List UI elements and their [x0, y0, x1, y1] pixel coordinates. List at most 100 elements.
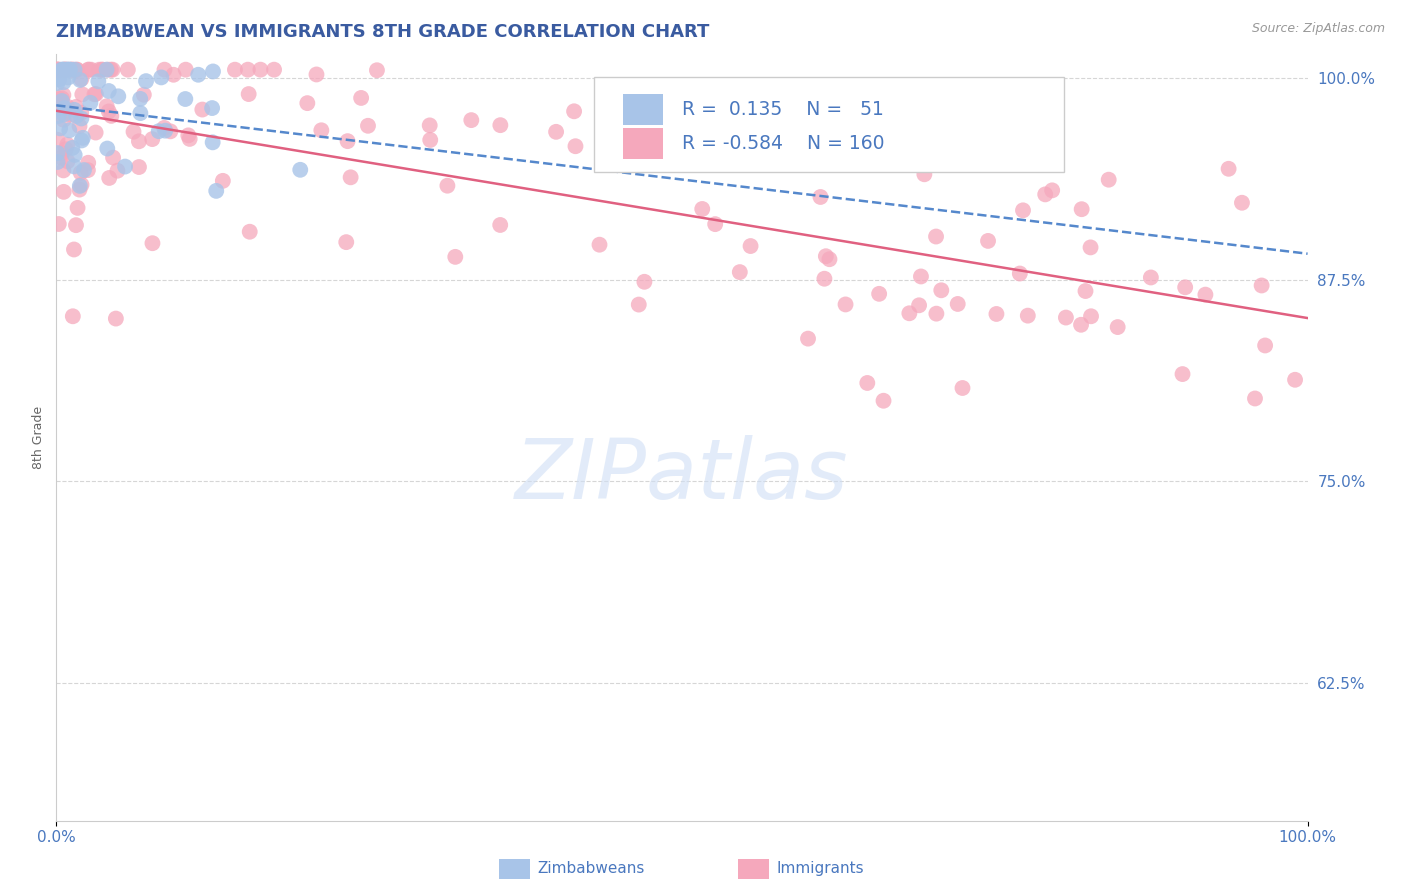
Point	[48, 217, 70, 231]
Point	[97, 84, 120, 98]
Point	[679, 91, 702, 105]
Point	[79, 95, 101, 110]
Point	[986, 307, 1008, 321]
Point	[65, 62, 87, 77]
Point	[48, 109, 70, 123]
Point	[87, 74, 110, 88]
Point	[52, 112, 75, 127]
Point	[97, 104, 120, 119]
Point	[910, 269, 932, 284]
Point	[1080, 240, 1102, 254]
Y-axis label: 8th Grade: 8th Grade	[32, 406, 45, 468]
Point	[546, 125, 568, 139]
Point	[107, 89, 129, 103]
Point	[101, 62, 124, 77]
Point	[63, 103, 86, 117]
Point	[66, 201, 89, 215]
Point	[162, 68, 184, 82]
Point	[366, 63, 388, 78]
Point	[997, 87, 1019, 102]
Point	[211, 174, 233, 188]
Point	[63, 148, 86, 162]
Point	[52, 62, 75, 77]
Point	[1008, 267, 1031, 281]
Point	[65, 109, 87, 123]
Point	[65, 100, 87, 114]
Point	[1218, 161, 1240, 176]
Point	[49, 121, 72, 136]
Point	[562, 104, 585, 119]
Point	[80, 62, 103, 77]
Point	[419, 133, 441, 147]
Point	[69, 183, 91, 197]
Point	[77, 62, 100, 77]
Point	[153, 120, 176, 135]
Point	[72, 131, 94, 145]
Point	[100, 109, 122, 123]
Point	[564, 139, 586, 153]
Point	[1074, 284, 1097, 298]
Point	[912, 167, 935, 181]
Point	[692, 144, 714, 158]
Point	[129, 92, 152, 106]
Point	[114, 160, 136, 174]
Point	[640, 109, 662, 123]
Point	[728, 265, 751, 279]
Point	[84, 126, 107, 140]
Point	[179, 132, 201, 146]
Point	[290, 162, 312, 177]
Point	[1040, 183, 1063, 197]
Point	[52, 75, 75, 89]
Point	[141, 132, 163, 146]
Bar	[623, 128, 664, 159]
Point	[70, 178, 93, 192]
Text: Zimbabweans: Zimbabweans	[537, 862, 644, 876]
Point	[77, 62, 100, 77]
Point	[52, 62, 75, 77]
Point	[813, 271, 835, 285]
Point	[460, 113, 482, 128]
Point	[51, 146, 73, 161]
Point	[46, 133, 69, 147]
Point	[48, 92, 70, 106]
Point	[56, 154, 79, 169]
Point	[60, 62, 83, 77]
Point	[588, 237, 610, 252]
Point	[69, 166, 91, 180]
Point	[201, 136, 224, 150]
Point	[925, 229, 948, 244]
Point	[58, 70, 80, 85]
Point	[101, 151, 124, 165]
Point	[489, 118, 512, 132]
Point	[51, 62, 73, 77]
Point	[1194, 287, 1216, 301]
Point	[46, 76, 69, 90]
Point	[174, 92, 197, 106]
Point	[46, 155, 69, 169]
Point	[66, 62, 89, 77]
Point	[128, 134, 150, 148]
Point	[48, 72, 70, 87]
Point	[53, 62, 76, 77]
Point	[1017, 309, 1039, 323]
Text: ZIPatlas: ZIPatlas	[515, 435, 849, 516]
Point	[62, 310, 84, 324]
Point	[141, 236, 163, 251]
Point	[60, 141, 83, 155]
Point	[834, 297, 856, 311]
Point	[1054, 310, 1077, 325]
Point	[63, 243, 86, 257]
Point	[60, 108, 83, 122]
Point	[77, 155, 100, 169]
Point	[56, 62, 79, 77]
Point	[627, 297, 650, 311]
Point	[53, 62, 76, 77]
Point	[56, 137, 79, 152]
Point	[62, 62, 84, 77]
Point	[129, 106, 152, 120]
Point	[1070, 318, 1092, 332]
Point	[1250, 278, 1272, 293]
Point	[46, 146, 69, 161]
Point	[49, 151, 72, 165]
Point	[201, 64, 224, 78]
